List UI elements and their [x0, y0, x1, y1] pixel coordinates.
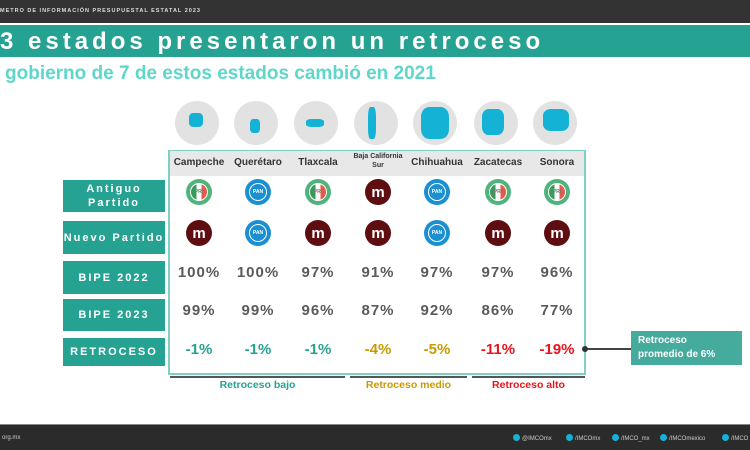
social-icon: [722, 434, 729, 441]
social-icon: [660, 434, 667, 441]
state-map-icon: [474, 101, 518, 145]
callout-connector: [584, 348, 632, 350]
old-party-pri-logo-icon: PRI: [544, 179, 570, 205]
title-band: 3 estados presentaron un retroceso: [0, 25, 750, 57]
social-link[interactable]: @IMCOmx: [513, 434, 552, 442]
top-label: METRO DE INFORMACIÓN PRESUPUESTAL ESTATA…: [0, 8, 201, 14]
social-icon: [612, 434, 619, 441]
old-party-cell: PRI: [169, 179, 229, 205]
bipe-2022-value: 97%: [481, 264, 515, 281]
bipe-2023-value: 86%: [481, 302, 515, 319]
callout-dot: [582, 346, 588, 352]
state-map-icon: [533, 101, 577, 145]
social-link[interactable]: /IMCOmexico: [660, 434, 705, 442]
bipe-2023-value: 99%: [182, 302, 216, 319]
new-party-cell: m: [468, 220, 528, 246]
old-party-pri-logo-icon: PRI: [186, 179, 212, 205]
retroceso-value: -1%: [304, 341, 332, 358]
old-party-pri-logo-icon: PRI: [305, 179, 331, 205]
column-header: Sonora: [539, 157, 575, 168]
table-header: [170, 151, 584, 176]
retroceso-value: -1%: [185, 341, 213, 358]
state-map-icon: [175, 101, 219, 145]
states-table: Campeche PRI m 100% 99% -1% Querétaro PAN…: [168, 150, 586, 375]
bipe-2023-value: 96%: [301, 302, 335, 319]
average-callout: Retroceso promedio de 6%: [631, 331, 742, 365]
bipe-2023-value: 87%: [361, 302, 395, 319]
top-bar: METRO DE INFORMACIÓN PRESUPUESTAL ESTATA…: [0, 0, 750, 23]
social-link[interactable]: /IMCOmx: [566, 434, 600, 442]
old-party-cell: PAN: [228, 179, 288, 205]
row-label-retroceso: RETROCESO: [63, 338, 165, 366]
bipe-2023-value: 77%: [540, 302, 574, 319]
social-icon: [513, 434, 520, 441]
new-party-cell: m: [527, 220, 587, 246]
retroceso-value: -4%: [364, 341, 392, 358]
legend-medio: Retroceso medio: [350, 376, 467, 391]
row-label-nuevo: Nuevo Partido: [63, 221, 165, 254]
new-party-morena-logo-icon: m: [365, 220, 391, 246]
social-link[interactable]: /IMCO_mx: [612, 434, 650, 442]
column-header: Zacatecas: [473, 157, 523, 168]
new-party-cell: PAN: [407, 220, 467, 246]
old-party-cell: m: [348, 179, 408, 205]
state-map-icon: [234, 101, 278, 145]
legend-alto: Retroceso alto: [472, 376, 585, 391]
page-title: 3 estados presentaron un retroceso: [0, 28, 545, 55]
old-party-cell: PRI: [527, 179, 587, 205]
row-label-bipe-2022: BIPE 2022: [63, 261, 165, 294]
column-header: Chihuahua: [411, 157, 463, 168]
bipe-2022-value: 97%: [301, 264, 335, 281]
new-party-cell: m: [348, 220, 408, 246]
new-party-morena-logo-icon: m: [305, 220, 331, 246]
new-party-morena-logo-icon: m: [544, 220, 570, 246]
bipe-2022-value: 100%: [177, 264, 221, 281]
footer-site: org.mx: [2, 435, 21, 441]
new-party-pan-logo-icon: PAN: [424, 220, 450, 246]
bipe-2023-value: 99%: [241, 302, 275, 319]
old-party-pan-logo-icon: PAN: [424, 179, 450, 205]
new-party-cell: PAN: [228, 220, 288, 246]
page-subtitle: gobierno de 7 de estos estados cambió en…: [5, 63, 436, 84]
column-header: Campeche: [173, 157, 225, 168]
bipe-2022-value: 100%: [236, 264, 280, 281]
retroceso-value: -11%: [480, 341, 516, 358]
old-party-pan-logo-icon: PAN: [245, 179, 271, 205]
old-party-pri-logo-icon: PRI: [485, 179, 511, 205]
column-header: Querétaro: [234, 157, 282, 168]
bipe-2022-value: 97%: [420, 264, 454, 281]
old-party-morena-logo-icon: m: [365, 179, 391, 205]
bipe-2023-value: 92%: [420, 302, 454, 319]
retroceso-value: -19%: [539, 341, 575, 358]
bipe-2022-value: 96%: [540, 264, 574, 281]
state-map-icon: [294, 101, 338, 145]
old-party-cell: PAN: [407, 179, 467, 205]
old-party-cell: PRI: [468, 179, 528, 205]
row-label-bipe-2023: BIPE 2023: [63, 299, 165, 331]
old-party-cell: PRI: [288, 179, 348, 205]
retroceso-value: -1%: [244, 341, 272, 358]
state-map-icon: [413, 101, 457, 145]
new-party-morena-logo-icon: m: [186, 220, 212, 246]
column-header: Tlaxcala: [298, 157, 338, 168]
new-party-pan-logo-icon: PAN: [245, 220, 271, 246]
bipe-2022-value: 91%: [361, 264, 395, 281]
footer: org.mx @IMCOmx/IMCOmx/IMCO_mx/IMCOmexico…: [0, 424, 750, 450]
new-party-cell: m: [288, 220, 348, 246]
new-party-morena-logo-icon: m: [485, 220, 511, 246]
new-party-cell: m: [169, 220, 229, 246]
social-icon: [566, 434, 573, 441]
state-map-icon: [354, 101, 398, 145]
column-header: Baja California Sur: [353, 153, 403, 169]
social-link[interactable]: /IMCO: [722, 434, 748, 442]
retroceso-value: -5%: [423, 341, 451, 358]
row-label-antiguo: Antiguo Partido: [63, 180, 165, 212]
legend-bajo: Retroceso bajo: [170, 376, 345, 391]
